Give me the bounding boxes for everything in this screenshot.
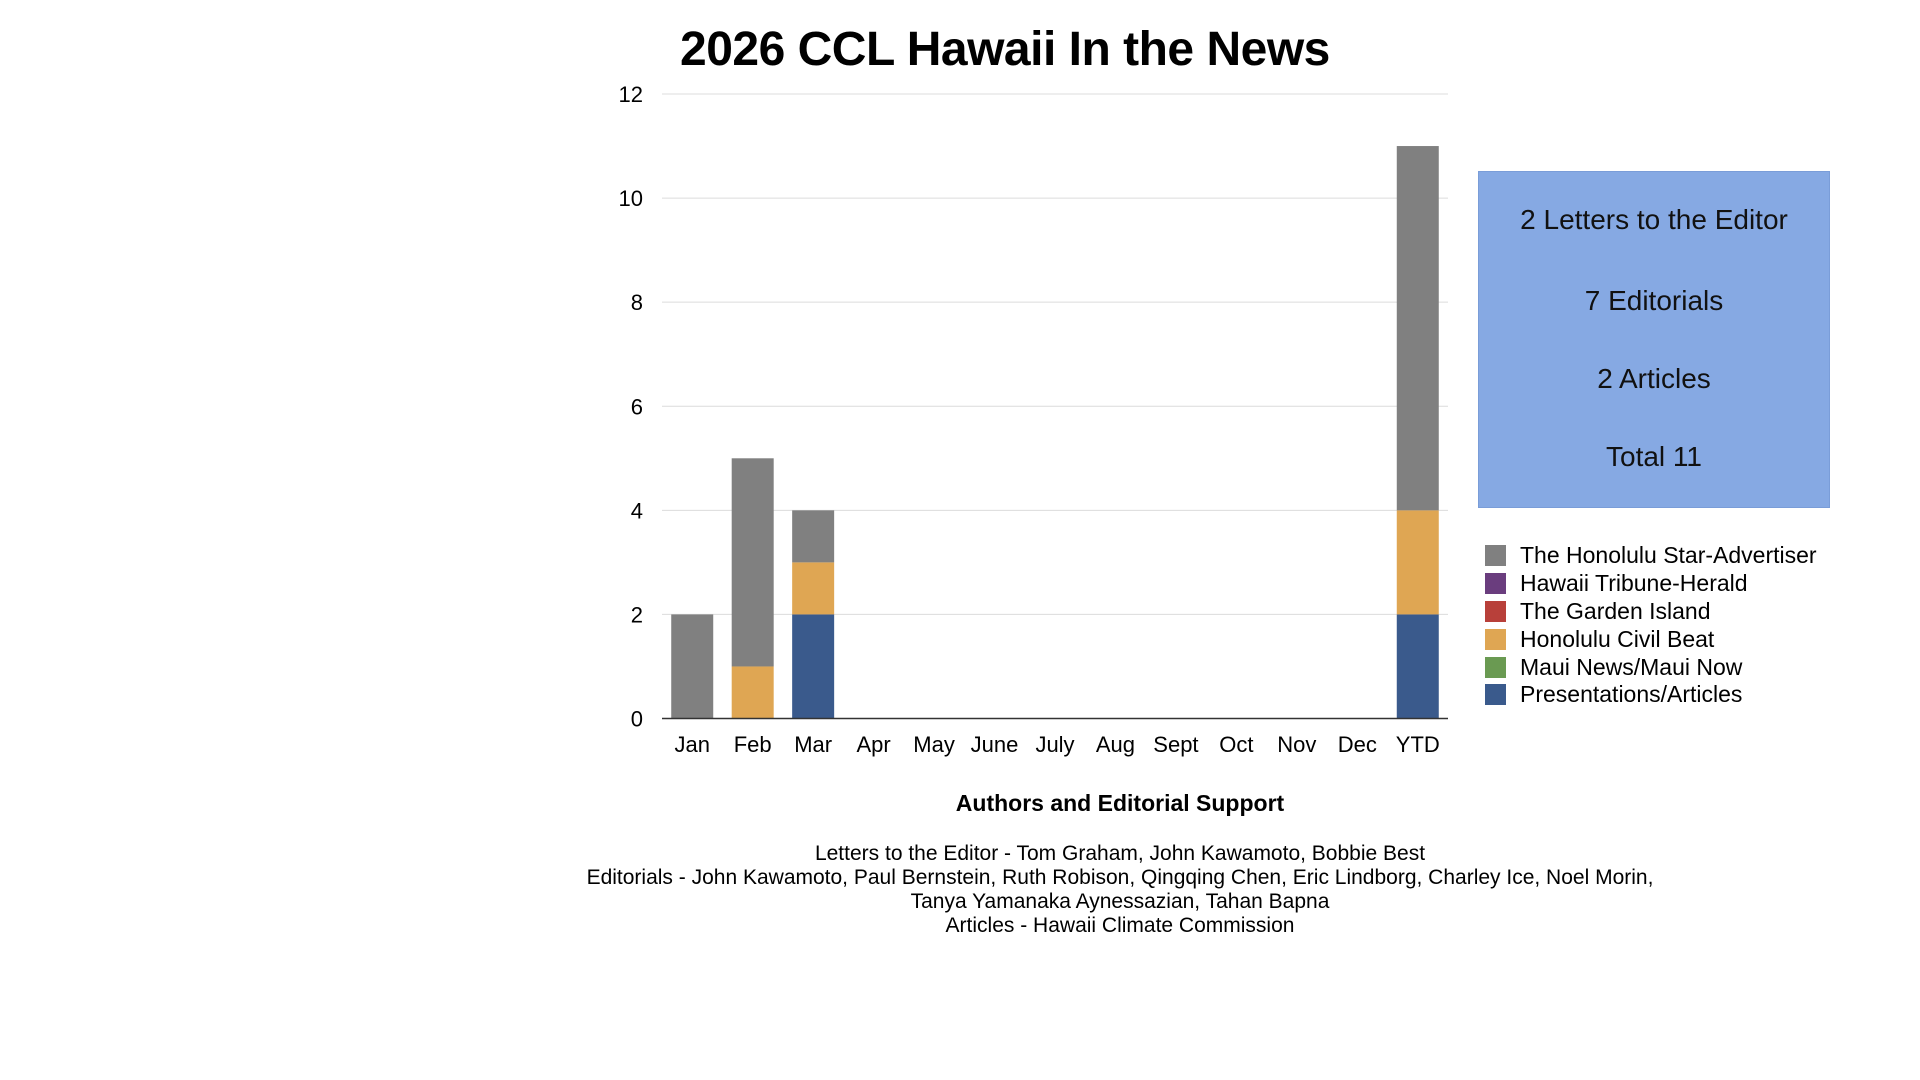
summary-total: Total 11 <box>1606 441 1702 472</box>
authors-heading: Authors and Editorial Support <box>955 790 1285 816</box>
y-tick-label: 12 <box>619 82 643 107</box>
bar-feb-honolulu-civil-beat <box>731 666 774 719</box>
bar-mar-honolulu-civil-beat <box>792 562 835 615</box>
credits-letters: Letters to the Editor - Tom Graham, John… <box>814 842 1426 865</box>
bar-chart: 0 2 4 6 8 10 12 Jan Feb Mar Apr May June July Aug Sept… <box>619 82 1448 757</box>
credits-editorials-cont: Tanya Yamanaka Aynessazian, Tahan Bapna <box>910 890 1330 913</box>
x-tick-label: Nov <box>1277 732 1316 757</box>
x-tick-label: YTD <box>1396 732 1440 757</box>
x-tick-label: June <box>971 732 1019 757</box>
x-tick-label: Oct <box>1219 732 1253 757</box>
summary-articles: 2 Articles <box>1597 363 1711 394</box>
x-tick-label: Aug <box>1096 732 1135 757</box>
grid-lines <box>662 93 1448 615</box>
x-tick-label: Jan <box>674 732 709 757</box>
legend-swatch <box>1485 573 1506 595</box>
summary-letters: 2 Letters to the Editor <box>1520 204 1788 235</box>
y-tick-label: 4 <box>631 498 643 523</box>
bar-ytd-the-honolulu-star-advertiser <box>1396 146 1439 511</box>
legend-swatch <box>1485 628 1506 650</box>
legend-swatch <box>1485 656 1506 678</box>
legend: The Honolulu Star-Advertiser Hawaii Tribu… <box>1485 542 1817 709</box>
y-tick-label: 6 <box>631 394 643 419</box>
x-tick-label: Mar <box>794 732 832 757</box>
legend-item-maui-news-maui-now: Maui News/Maui Now <box>1485 653 1817 681</box>
legend-label: Hawaii Tribune-Herald <box>1520 570 1748 597</box>
bars <box>671 146 1439 719</box>
x-tick-label: Sept <box>1153 732 1198 757</box>
x-tick-label: May <box>913 732 955 757</box>
x-tick-label: July <box>1035 732 1074 757</box>
x-tick-label: Feb <box>734 732 772 757</box>
x-tick-label: Dec <box>1338 732 1377 757</box>
bar-feb-the-honolulu-star-advertiser <box>731 458 774 667</box>
x-axis-ticks: Jan Feb Mar Apr May June July Aug Sept Oct Nov Dec Y… <box>674 732 1439 757</box>
legend-item-presentations-articles: Presentations/Articles <box>1485 681 1817 709</box>
y-tick-label: 0 <box>631 707 643 732</box>
legend-label: The Honolulu Star-Advertiser <box>1520 542 1817 569</box>
bar-ytd-honolulu-civil-beat <box>1396 510 1439 615</box>
legend-swatch <box>1485 600 1506 622</box>
legend-swatch <box>1485 684 1506 706</box>
legend-item-hawaii-tribune-herald: Hawaii Tribune-Herald <box>1485 570 1817 598</box>
bar-mar-the-honolulu-star-advertiser <box>792 510 835 563</box>
chart-title: 2026 CCL Hawaii In the News <box>680 23 1330 76</box>
legend-label: Maui News/Maui Now <box>1520 653 1743 680</box>
bar-ytd-presentations-articles <box>1396 614 1439 719</box>
credits-editorials: Editorials - John Kawamoto, Paul Bernste… <box>586 866 1654 889</box>
y-axis-ticks: 0 2 4 6 8 10 12 <box>619 82 643 732</box>
summary-box: 2 Letters to the Editor 7 Editorials 2 A… <box>1478 171 1830 508</box>
legend-swatch <box>1485 545 1506 567</box>
y-tick-label: 10 <box>619 186 643 211</box>
legend-label: Honolulu Civil Beat <box>1520 625 1715 652</box>
legend-item-the-honolulu-star-advertiser: The Honolulu Star-Advertiser <box>1485 542 1817 570</box>
legend-item-the-garden-island: The Garden Island <box>1485 598 1817 626</box>
credits-articles: Articles - Hawaii Climate Commission <box>945 914 1295 937</box>
bar-mar-presentations-articles <box>792 614 835 719</box>
legend-label: The Garden Island <box>1520 597 1711 624</box>
summary-editorials: 7 Editorials <box>1584 285 1724 316</box>
legend-item-honolulu-civil-beat: Honolulu Civil Beat <box>1485 625 1817 653</box>
bar-jan-the-honolulu-star-advertiser <box>671 614 714 719</box>
y-tick-label: 2 <box>631 602 643 627</box>
author-credits: Letters to the Editor - Tom Graham, John… <box>520 842 1720 938</box>
y-tick-label: 8 <box>631 290 643 315</box>
legend-label: Presentations/Articles <box>1520 681 1743 708</box>
x-tick-label: Apr <box>856 732 890 757</box>
